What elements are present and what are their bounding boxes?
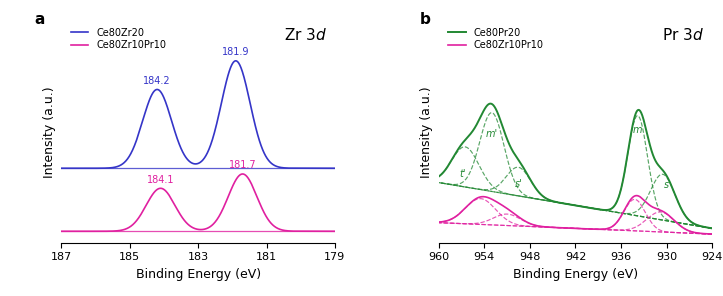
Text: 184.2: 184.2 — [143, 76, 171, 86]
Text: m': m' — [486, 129, 498, 139]
Ce80Zr10Pr10 — [65, 229, 74, 233]
Ce80Zr10Pr10 — [65, 229, 74, 233]
Line: Ce80Zr10Pr10: Ce80Zr10Pr10 — [439, 196, 712, 234]
Ce80Pr20 — [660, 171, 669, 175]
Text: a: a — [34, 12, 45, 27]
Line: Ce80Zr20: Ce80Zr20 — [61, 61, 335, 168]
Text: Pr 3$\it{d}$: Pr 3$\it{d}$ — [662, 27, 704, 44]
Ce80Zr20 — [231, 59, 240, 62]
Ce80Zr10Pr10 — [632, 194, 641, 197]
X-axis label: Binding Energy (eV): Binding Energy (eV) — [136, 268, 261, 281]
Ce80Zr10Pr10 — [591, 227, 599, 231]
Ce80Zr10Pr10 — [330, 229, 339, 233]
Ce80Pr20 — [603, 208, 612, 212]
Ce80Zr20 — [57, 166, 66, 170]
Ce80Pr20 — [440, 170, 448, 173]
Text: s': s' — [515, 179, 523, 189]
Text: s: s — [664, 180, 669, 190]
Ce80Zr10Pr10 — [197, 228, 206, 231]
Ce80Zr10Pr10 — [469, 199, 478, 202]
Ce80Zr20 — [65, 166, 74, 170]
Ce80Zr10Pr10 — [317, 229, 325, 233]
Ce80Zr20 — [115, 164, 124, 168]
Ce80Zr10Pr10 — [708, 232, 716, 236]
Ce80Zr20 — [330, 166, 339, 170]
Line: Ce80Zr10Pr10: Ce80Zr10Pr10 — [61, 174, 335, 231]
Ce80Zr10Pr10 — [205, 226, 213, 229]
Y-axis label: Intensity (a.u.): Intensity (a.u.) — [43, 86, 56, 178]
Ce80Pr20 — [486, 102, 495, 105]
Text: Zr 3$\it{d}$: Zr 3$\it{d}$ — [283, 27, 327, 44]
Ce80Pr20 — [677, 206, 685, 210]
Ce80Zr10Pr10 — [435, 220, 443, 224]
Ce80Pr20 — [591, 207, 600, 210]
Text: m: m — [633, 125, 643, 135]
Ce80Zr20 — [205, 147, 213, 151]
Text: 181.7: 181.7 — [228, 160, 257, 170]
Text: 181.9: 181.9 — [222, 47, 249, 57]
X-axis label: Binding Energy (eV): Binding Energy (eV) — [513, 268, 638, 281]
Ce80Pr20 — [435, 175, 443, 178]
Ce80Zr10Pr10 — [238, 172, 247, 176]
Ce80Pr20 — [708, 227, 716, 230]
Legend: Ce80Pr20, Ce80Zr10Pr10: Ce80Pr20, Ce80Zr10Pr10 — [445, 24, 547, 54]
Ce80Zr20 — [65, 166, 74, 170]
Y-axis label: Intensity (a.u.): Intensity (a.u.) — [420, 86, 433, 178]
Ce80Zr10Pr10 — [677, 224, 685, 228]
Ce80Zr10Pr10 — [660, 211, 669, 214]
Ce80Zr10Pr10 — [57, 229, 66, 233]
Ce80Zr20 — [317, 166, 325, 170]
Ce80Zr20 — [197, 159, 206, 163]
Line: Ce80Pr20: Ce80Pr20 — [439, 104, 712, 229]
Legend: Ce80Zr20, Ce80Zr10Pr10: Ce80Zr20, Ce80Zr10Pr10 — [67, 24, 170, 54]
Ce80Pr20 — [469, 128, 478, 132]
Text: 184.1: 184.1 — [147, 175, 174, 185]
Text: t': t' — [460, 169, 466, 179]
Ce80Zr10Pr10 — [603, 227, 612, 230]
Ce80Zr10Pr10 — [115, 229, 124, 232]
Text: b: b — [419, 12, 430, 27]
Ce80Zr10Pr10 — [440, 220, 448, 223]
